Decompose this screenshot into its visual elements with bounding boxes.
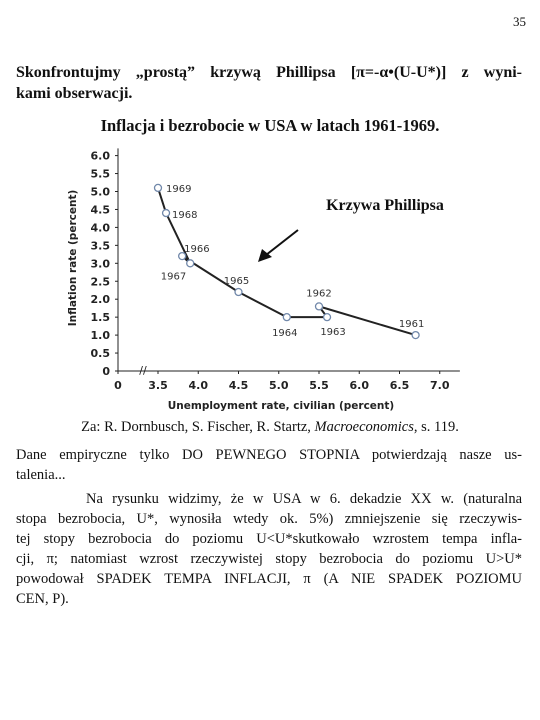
point-label: 1964: [272, 328, 297, 339]
data-point: [186, 259, 195, 268]
data-point: [322, 312, 332, 322]
data-point: [314, 302, 324, 311]
y-tick-label: 4.0: [91, 221, 111, 234]
paragraph-line: CEN, P).: [16, 591, 69, 607]
page-number: 35: [513, 14, 526, 29]
y-tick-label: 3.0: [91, 257, 111, 270]
arrow-head: [258, 249, 272, 262]
point-label: 1969: [166, 184, 191, 195]
source: Za: R. Dornbusch, S. Fischer, R. Startz,…: [0, 419, 540, 436]
annotation: Krzywa Phillipsa: [326, 197, 444, 214]
data-point: [177, 251, 187, 261]
y-tick-label: 4.5: [91, 203, 111, 216]
data-point: [153, 183, 163, 193]
heading-line: kami obserwacji.: [16, 85, 133, 102]
point-label: 1966: [184, 244, 209, 255]
chart: // 0 0.5 1.0 1.5 2.0 2.5 3.0 3.5 4.0 4.5 5.0 5.5 6.0 0…: [67, 148, 460, 412]
y-tick-label: 6.0: [91, 150, 111, 163]
source-text: , s. 119.: [413, 419, 459, 435]
x-tick-label: 6.0: [350, 379, 370, 392]
point-label: 1965: [224, 276, 249, 287]
x-tick-label: 5.0: [269, 379, 289, 392]
point-label: 1961: [399, 319, 424, 330]
x-tick-label: 3.5: [148, 379, 168, 392]
y-tick-label: 1.5: [91, 311, 111, 324]
paragraph-line: cji, π; natomiast wzrost rzeczywistej st…: [16, 551, 522, 567]
source-text: Za: R. Dornbusch, S. Fischer, R. Startz,: [81, 419, 315, 435]
axis-break: //: [139, 364, 147, 377]
paragraph-line: talenia...: [16, 467, 66, 483]
paragraph-line: powodował SPADEK TEMPA INFLACJI, π (A NI…: [16, 571, 522, 587]
y-tick-label: 5.5: [91, 168, 111, 181]
annotation-arrow: [265, 229, 299, 256]
x-tick-label: 7.0: [430, 379, 450, 392]
point-label: 1963: [320, 327, 345, 338]
data-point: [161, 208, 171, 218]
paragraph-line: Dane empiryczne tylko DO PEWNEGO STOPNIA…: [16, 447, 522, 463]
y-tick-label: 0.5: [91, 347, 111, 360]
x-tick-label: 0: [114, 379, 122, 392]
x-tick-label: 4.0: [189, 379, 209, 392]
paragraph-line: tej stopy bezrobocia do poziomu U<U*skut…: [16, 531, 522, 547]
paragraph-line: stopa bezrobocia, U*, wynosiła wtedy ok.…: [16, 511, 522, 527]
heading-line: Skonfrontujmy „prostą” krzywą Phillipsa …: [16, 64, 522, 81]
y-tick-label: 1.0: [91, 329, 111, 342]
data-point: [234, 287, 243, 297]
source-book: Macroeconomics: [314, 419, 414, 435]
x-tick-label: 4.5: [229, 379, 249, 392]
chart-title: Inflacja i bezrobocie w USA w latach 196…: [100, 116, 440, 135]
point-label: 1967: [161, 271, 186, 282]
y-tick-label: 5.0: [91, 186, 111, 199]
point-label: 1968: [172, 210, 197, 221]
data-point: [411, 330, 420, 340]
point-label: 1962: [306, 288, 331, 299]
data-point: [282, 312, 291, 322]
y-tick-label: 2.0: [91, 293, 111, 306]
paragraph-line: Na rysunku widzimy, że w USA w 6. dekadz…: [86, 491, 522, 507]
x-tick-label: 5.5: [309, 379, 329, 392]
x-axis-label: Unemployment rate, civilian (percent): [168, 400, 394, 412]
y-tick-label: 0: [102, 365, 110, 378]
x-tick-label: 6.5: [390, 379, 410, 392]
y-axis-label: Inflation rate (percent): [67, 190, 79, 327]
y-tick-label: 2.5: [91, 275, 111, 288]
y-tick-label: 3.5: [91, 239, 111, 252]
